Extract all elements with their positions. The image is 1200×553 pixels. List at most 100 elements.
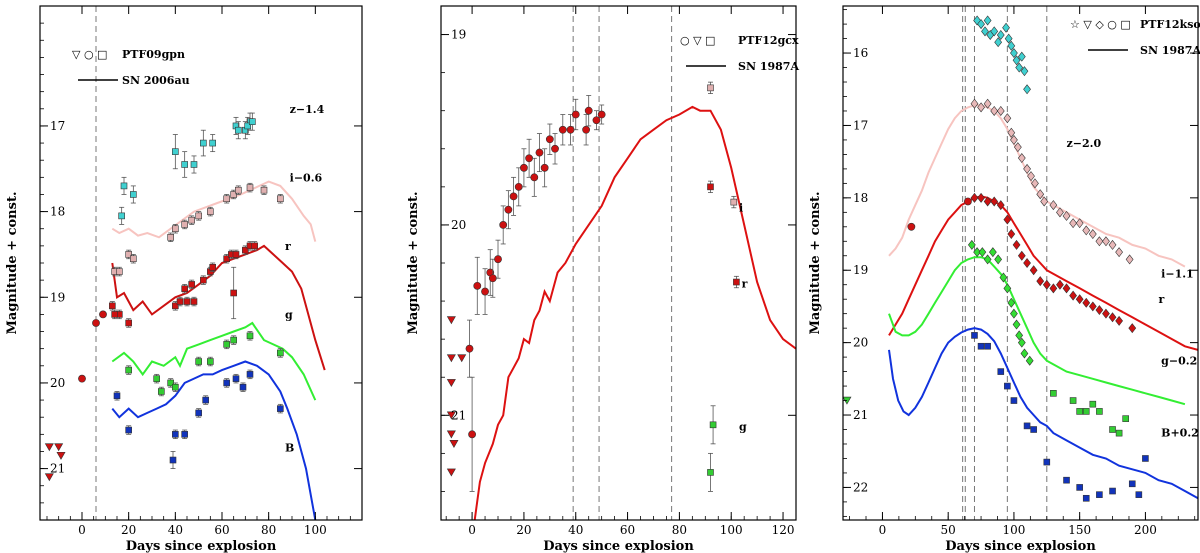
data-point-z [249, 118, 256, 125]
model-line-sn-2006au-g [111, 321, 317, 401]
data-point-r [535, 148, 544, 157]
data-point-r [1095, 305, 1104, 316]
y-tick-label: 20 [451, 218, 466, 232]
y-tick-label: 18 [50, 205, 65, 219]
data-point-r [1108, 312, 1117, 323]
data-point-r [1023, 258, 1031, 268]
data-point-r [1056, 279, 1064, 290]
legend-label: SN 2006au [122, 74, 190, 87]
x-tick-label: 100 [304, 523, 327, 537]
data-point-r [251, 242, 258, 250]
data-point-g [125, 366, 132, 374]
data-point-r [109, 302, 116, 310]
data-point-r [190, 298, 198, 305]
data-point-i [977, 102, 985, 113]
x-tick-label: 80 [261, 523, 276, 537]
data-point-i [1040, 196, 1049, 207]
data-point-i [1056, 207, 1064, 218]
data-point-g-late [1109, 426, 1116, 433]
y-tick-label: 21 [853, 408, 868, 422]
data-point-r [551, 144, 559, 153]
data-point-r [1017, 250, 1026, 261]
data-point-i [246, 184, 254, 191]
data-point-i [707, 84, 714, 92]
data-point-r [488, 274, 497, 283]
data-point-B [1010, 397, 1018, 404]
model-line-sn-2006au-r [111, 244, 326, 371]
data-point-z [130, 191, 137, 198]
data-point-r-early [907, 222, 916, 231]
legend-symbols: ○ ▽ □ [680, 34, 715, 47]
data-point-i [1095, 236, 1104, 247]
data-point-z [1004, 33, 1013, 44]
data-point-z [190, 161, 198, 168]
y-tick-label: 20 [50, 376, 65, 390]
data-point-r [504, 205, 513, 214]
data-point-r [1082, 297, 1091, 308]
data-point-i [1115, 247, 1123, 258]
band-annotation: i [739, 202, 743, 215]
y-tick-label: 18 [853, 191, 868, 205]
data-point-z [994, 37, 1003, 48]
data-point-r [473, 281, 482, 290]
data-point-i [1075, 218, 1084, 229]
data-point-upper-limits [446, 411, 456, 420]
data-point-z [990, 26, 999, 37]
data-point-B [1076, 484, 1083, 491]
data-point-i [1023, 163, 1031, 174]
data-point-g-late [1122, 415, 1129, 422]
data-point-z [244, 122, 251, 130]
data-point-B [195, 409, 202, 417]
data-point-i [1036, 189, 1045, 200]
data-point-r [1075, 294, 1084, 305]
data-point-i [1125, 254, 1134, 265]
data-point-z [172, 148, 179, 155]
x-tick-label: 0 [468, 523, 476, 537]
band-annotation: r [285, 240, 291, 253]
data-point-upper-limits [44, 473, 54, 482]
data-point-g [207, 358, 214, 365]
data-point-r [494, 255, 502, 264]
data-point-i [990, 105, 999, 116]
data-point-g [195, 358, 202, 365]
data-point-r [1049, 283, 1058, 294]
plot-area [843, 6, 1198, 520]
y-tick-label: 21 [50, 462, 65, 476]
data-point-i [1007, 127, 1016, 138]
data-point-i [1108, 239, 1117, 250]
data-point-upper-limits [446, 379, 456, 388]
x-tick-label: 150 [1068, 523, 1091, 537]
data-point-r [209, 263, 216, 271]
data-point-i [260, 186, 268, 194]
data-point-r [990, 196, 999, 207]
data-point-g [1020, 348, 1029, 359]
data-point-z [996, 29, 1005, 40]
x-tick-label: 200 [1134, 523, 1157, 537]
model-line-sn-2006au-b [111, 360, 317, 520]
data-point-z [209, 139, 216, 147]
data-point-i [1003, 113, 1012, 124]
data-point-g [1025, 355, 1034, 366]
data-point-i [1102, 236, 1110, 247]
panel-ptf09gpn: 0 20 40 60 80 100 17 18 19 20 21 Days since explosi… [5, 5, 363, 553]
data-point-B [181, 431, 188, 438]
data-point-g [1003, 283, 1012, 294]
data-point-r [499, 221, 508, 229]
model-line-sn-1987a-r [473, 105, 796, 520]
data-point-r [1036, 276, 1045, 287]
data-point-i [207, 208, 214, 215]
data-point-B [223, 379, 230, 387]
data-point-r [558, 125, 567, 134]
data-point-g [994, 254, 1003, 265]
data-point-g [158, 388, 165, 395]
data-point-B [1082, 494, 1090, 502]
data-point-B [997, 368, 1005, 375]
band-annotation: B+0.2 [1161, 427, 1199, 440]
x-tick-label: 100 [1002, 523, 1025, 537]
data-point-r [230, 289, 237, 297]
data-point-r [970, 192, 979, 203]
x-tick-label: 20 [121, 523, 136, 537]
data-point-r [465, 344, 474, 353]
data-point-z [1007, 40, 1016, 51]
data-point-B [1004, 382, 1011, 390]
